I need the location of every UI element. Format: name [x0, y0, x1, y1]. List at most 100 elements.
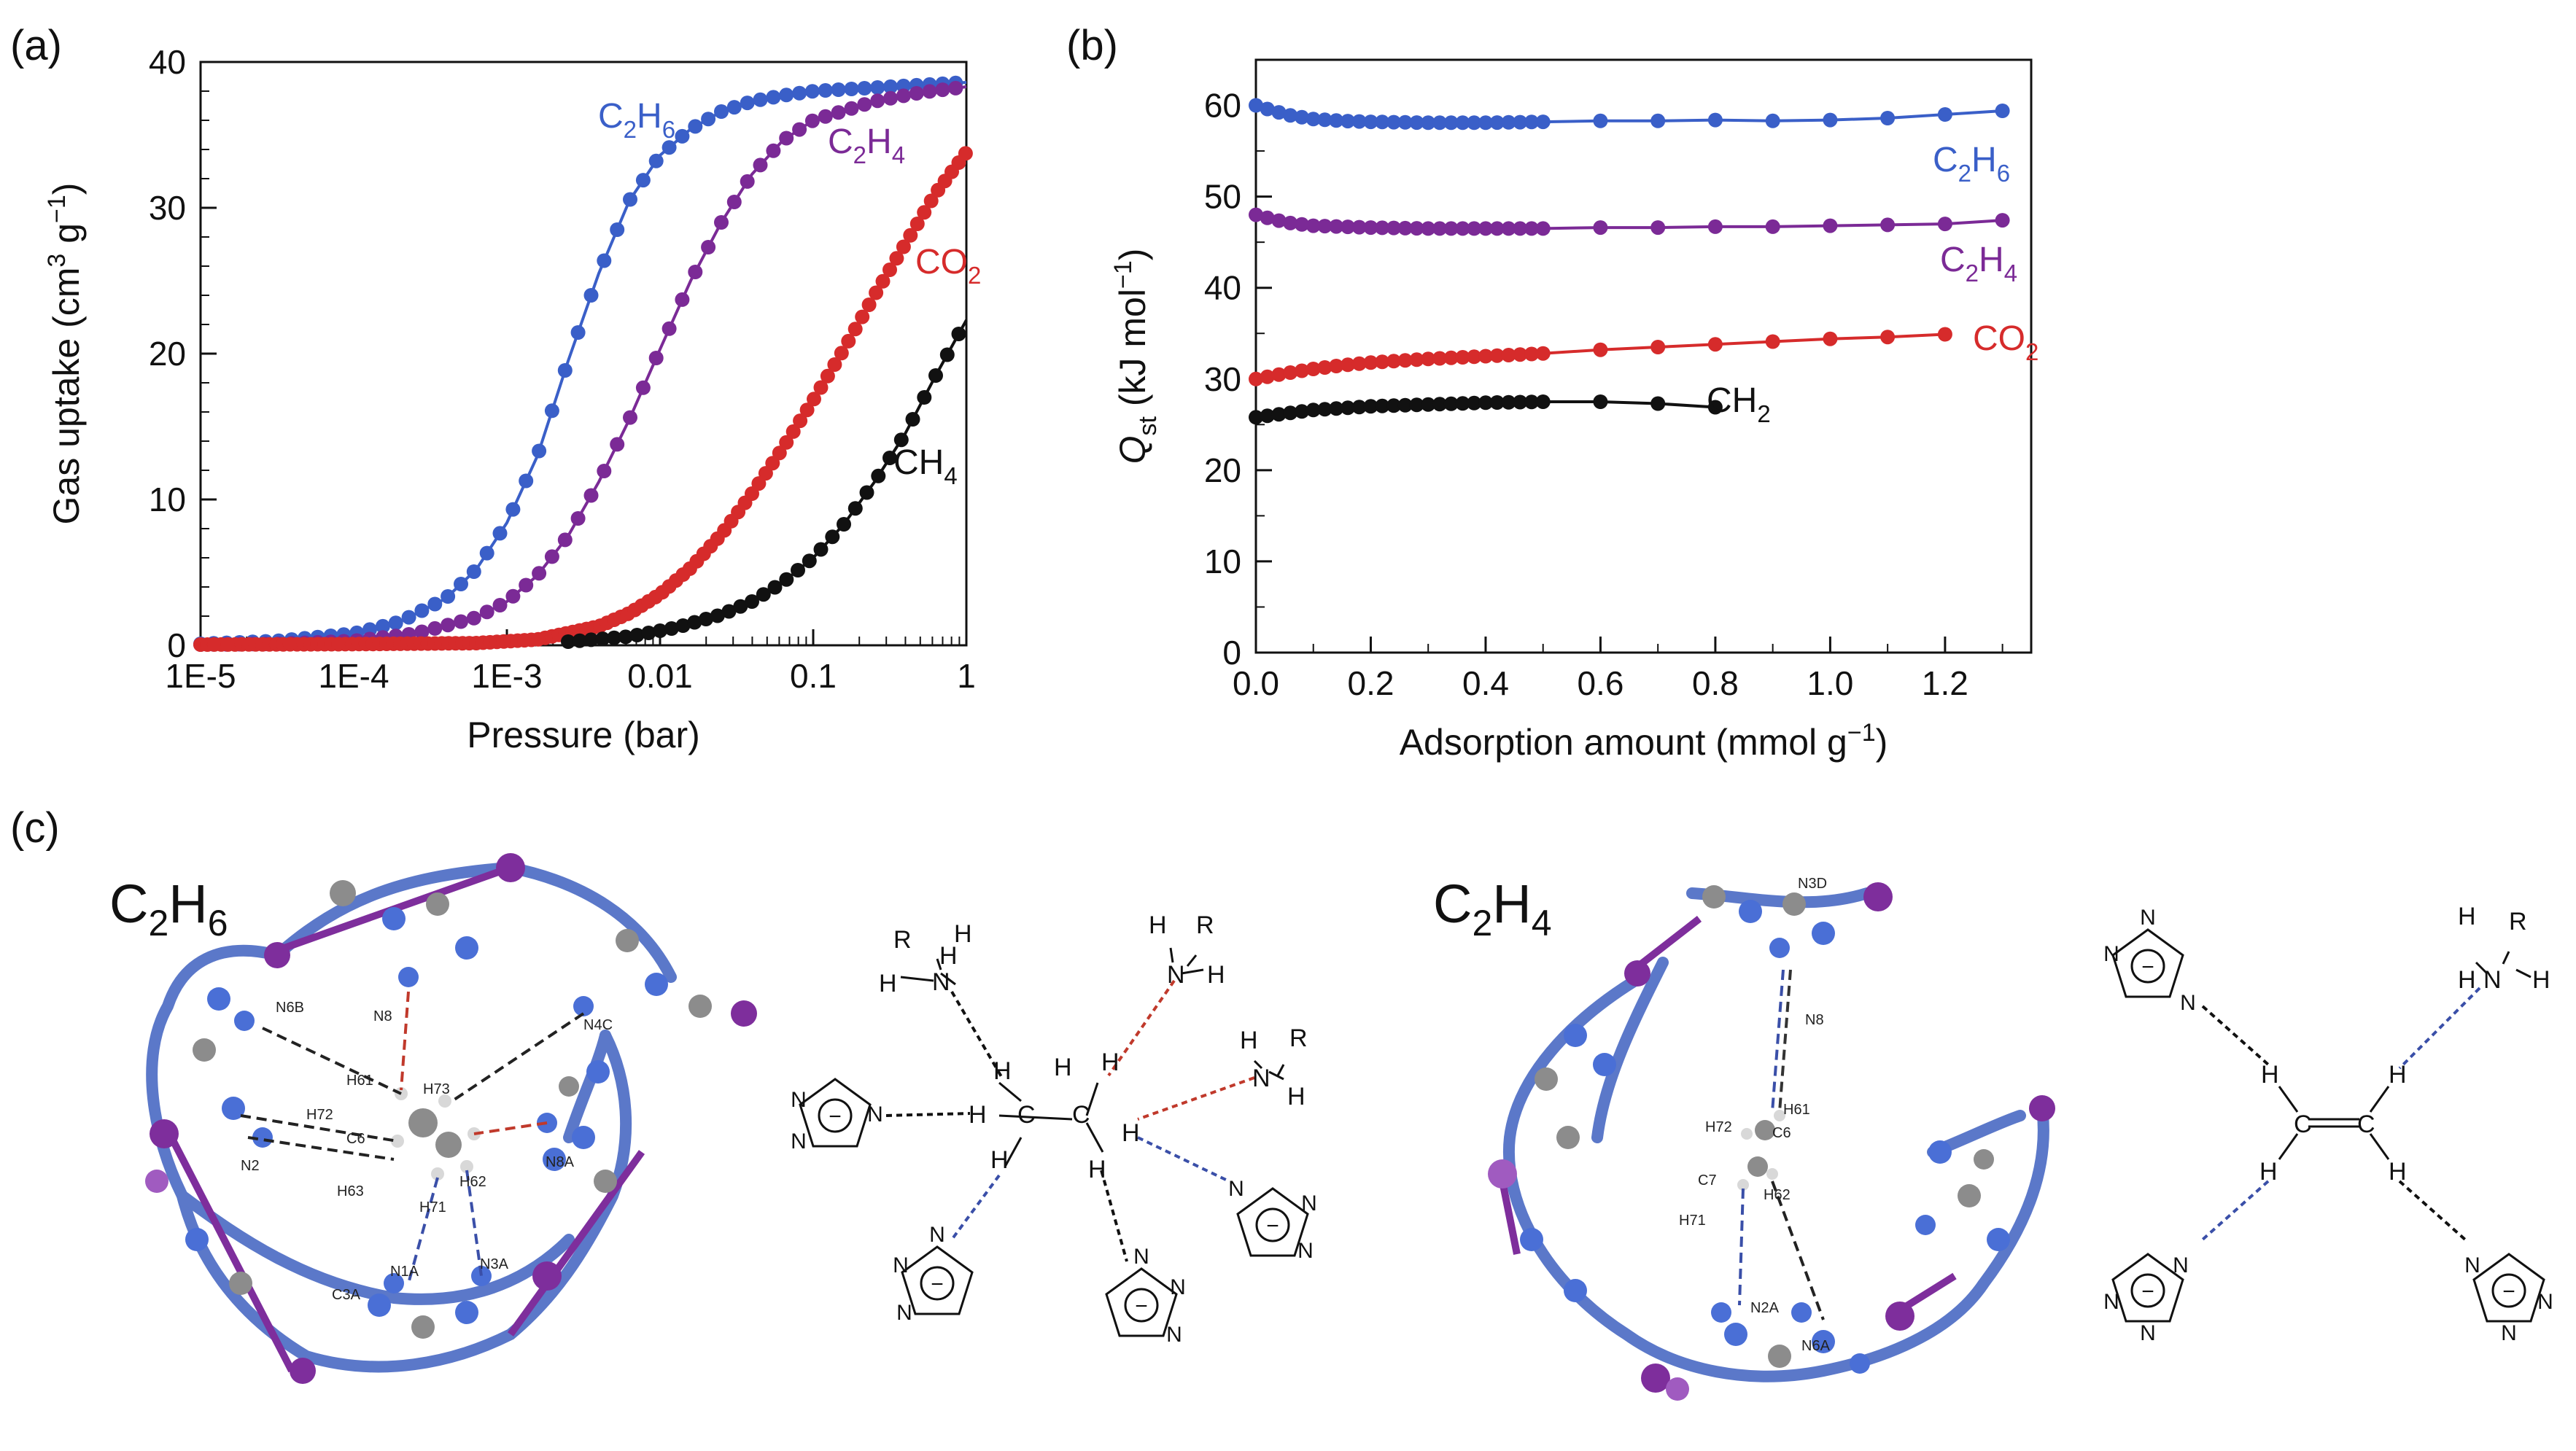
- data-point: [917, 390, 932, 405]
- data-point: [648, 153, 664, 168]
- data-point: [1593, 220, 1608, 236]
- data-point: [532, 566, 547, 581]
- svg-text:H: H: [1088, 1156, 1106, 1183]
- data-point: [557, 532, 573, 548]
- svg-text:N: N: [1133, 1245, 1149, 1269]
- data-point: [1341, 219, 1355, 235]
- data-point: [618, 629, 633, 645]
- svg-text:−: −: [1135, 1294, 1148, 1318]
- data-point: [756, 587, 771, 602]
- data-point: [1455, 396, 1470, 411]
- data-point: [572, 633, 587, 648]
- data-point: [844, 82, 859, 96]
- y-axis-title: Qst (kJ mol−1): [1109, 249, 1162, 464]
- data-point: [831, 105, 846, 120]
- c2h6-interaction-scheme: R H H N H R H N H H R N H H C C H H H H: [791, 911, 1317, 1347]
- data-point: [607, 630, 621, 645]
- svg-text:N: N: [1301, 1191, 1317, 1215]
- y-tick-label: 40: [149, 43, 186, 81]
- data-point: [1995, 213, 2010, 228]
- data-point: [1421, 351, 1436, 367]
- y-tick-label: 50: [1204, 178, 1241, 216]
- data-point: [844, 101, 859, 116]
- data-point: [1375, 398, 1390, 413]
- data-point: [570, 325, 586, 340]
- data-point: [857, 97, 872, 112]
- svg-text:H: H: [2389, 1158, 2407, 1186]
- c2h4-atom-labels: N3D N8 H61 H72 C6 C7 H62 H71 N2A N6A: [1679, 876, 1831, 1354]
- data-point: [804, 113, 820, 128]
- data-point: [1707, 337, 1723, 352]
- svg-text:N8: N8: [373, 1008, 392, 1024]
- chart-b-frame: [1254, 58, 2033, 654]
- data-point: [1501, 348, 1516, 362]
- series-label-co2: CO2: [915, 243, 981, 289]
- data-point: [1432, 397, 1447, 412]
- panel-c-letter: (c): [10, 804, 60, 852]
- data-point: [1375, 220, 1390, 236]
- data-point: [505, 588, 521, 604]
- data-point: [733, 599, 748, 614]
- c2h4-triazole-glyphs: − − − N N N N N N N N N: [2103, 906, 2553, 1345]
- data-point: [847, 322, 863, 337]
- data-point: [847, 501, 863, 516]
- data-point: [1478, 395, 1493, 411]
- data-point: [767, 580, 783, 595]
- svg-text:N: N: [2464, 1253, 2480, 1277]
- data-point: [1249, 410, 1263, 425]
- data-point: [375, 618, 390, 634]
- data-point: [745, 594, 759, 609]
- data-point: [825, 529, 840, 545]
- data-point: [922, 84, 937, 99]
- svg-text:N: N: [896, 1301, 912, 1325]
- data-point: [928, 368, 943, 383]
- data-point: [623, 192, 637, 207]
- y-tick-label: 0: [167, 626, 186, 664]
- data-point: [1650, 340, 1666, 354]
- svg-text:N2: N2: [241, 1158, 260, 1174]
- data-point: [1363, 355, 1378, 370]
- data-point: [870, 80, 885, 95]
- x-tick-label: 1E-4: [318, 657, 389, 695]
- data-point: [1513, 114, 1528, 130]
- data-point: [1501, 394, 1516, 410]
- y-axis-title: Gas uptake (cm3 g−1): [43, 183, 87, 525]
- svg-text:H: H: [1122, 1119, 1140, 1147]
- series-label-c2h6: C2H6: [598, 97, 675, 143]
- data-point: [648, 351, 664, 365]
- data-point: [818, 109, 833, 124]
- svg-text:N: N: [1166, 1323, 1182, 1347]
- data-point: [779, 435, 794, 450]
- data-point: [1341, 357, 1355, 373]
- c2h4-formula-label: C2H4: [1433, 874, 1552, 944]
- data-point: [492, 526, 508, 541]
- data-point: [675, 128, 690, 144]
- data-point: [859, 485, 874, 500]
- data-point: [804, 84, 820, 99]
- data-point: [1421, 221, 1436, 236]
- data-point: [1995, 104, 2010, 118]
- data-point: [479, 545, 494, 561]
- data-point: [441, 618, 456, 633]
- y-tick-label: 30: [149, 189, 186, 227]
- svg-text:N: N: [791, 1088, 807, 1112]
- data-point: [1317, 219, 1332, 234]
- data-point: [583, 488, 599, 503]
- svg-text:N: N: [867, 1102, 883, 1127]
- triazole-ring-top-left: [2111, 928, 2184, 998]
- series-ch2: CH2: [1249, 381, 1771, 427]
- svg-text:C6: C6: [346, 1131, 365, 1147]
- x-tick-label: 1.0: [1807, 664, 1853, 702]
- svg-text:H62: H62: [1764, 1187, 1791, 1203]
- data-point: [896, 88, 911, 104]
- data-point: [740, 96, 755, 111]
- data-point: [1341, 400, 1355, 416]
- svg-text:−: −: [2141, 955, 2154, 979]
- data-point: [505, 502, 521, 517]
- data-point: [1397, 220, 1413, 236]
- x-tick-label: 1E-5: [165, 657, 236, 695]
- y-tick-label: 20: [149, 335, 186, 373]
- svg-text:N: N: [2537, 1290, 2553, 1314]
- c2h4-interaction-scheme: H R N H H C C H H H H: [2103, 903, 2553, 1345]
- data-point: [1823, 331, 1838, 346]
